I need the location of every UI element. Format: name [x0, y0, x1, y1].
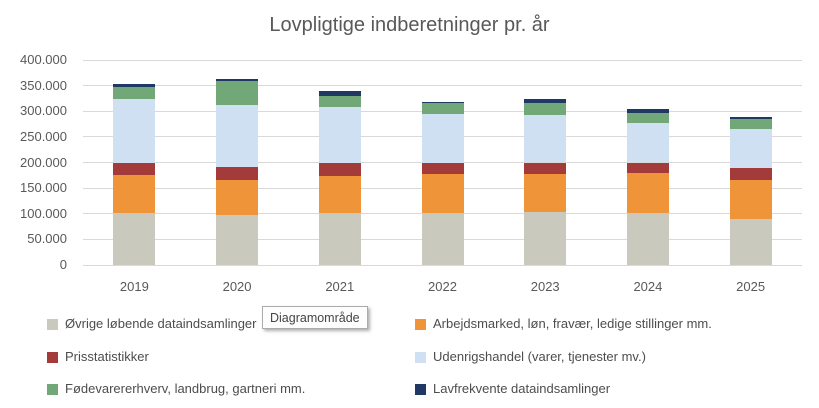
legend-label: Øvrige løbende dataindsamlinger	[65, 316, 257, 331]
legend-label: Fødevarererhverv, landbrug, gartneri mm.	[65, 381, 306, 396]
bar-segment-2025-series-0[interactable]	[729, 219, 772, 265]
y-tick-label: 400.000	[20, 52, 67, 67]
legend-label: Udenrigshandel (varer, tjenester mv.)	[433, 349, 646, 364]
bar-segment-2023-series-5[interactable]	[524, 98, 567, 103]
bar-segment-2025-series-1[interactable]	[729, 179, 772, 220]
legend-swatch-icon	[415, 351, 426, 363]
x-tick-label-2024: 2024	[633, 279, 663, 294]
bar-segment-2025-series-5[interactable]	[729, 116, 772, 120]
x-tick-label-2019: 2019	[119, 279, 149, 294]
bar-segment-2020-series-1[interactable]	[216, 179, 259, 215]
legend-swatch-icon	[47, 318, 58, 330]
bar-segment-2024-series-2[interactable]	[626, 162, 669, 173]
bar-segment-2022-series-2[interactable]	[421, 163, 464, 175]
legend-item-4[interactable]: Fødevarererhverv, landbrug, gartneri mm.	[47, 380, 305, 398]
bar-segment-2023-series-1[interactable]	[524, 174, 567, 213]
bar-segment-2024-series-3[interactable]	[626, 123, 669, 163]
bar-segment-2019-series-3[interactable]	[113, 98, 156, 163]
bar-segment-2019-series-0[interactable]	[113, 212, 156, 265]
y-tick-label: 0	[59, 257, 67, 272]
legend-swatch-icon	[415, 318, 426, 330]
bar-segment-2023-series-2[interactable]	[524, 162, 567, 175]
legend-swatch-icon	[47, 383, 58, 395]
y-tick-label: 300.000	[20, 103, 67, 119]
bar-segment-2020-series-4[interactable]	[216, 81, 259, 106]
bar-segment-2022-series-0[interactable]	[421, 212, 464, 265]
bar-segment-2020-series-2[interactable]	[216, 166, 259, 180]
chart-title: Lovpligtige indberetninger pr. år	[269, 14, 550, 36]
bar-segment-2022-series-1[interactable]	[421, 174, 464, 213]
bar-segment-2019-series-4[interactable]	[113, 87, 156, 99]
y-tick-label: 350.000	[20, 77, 67, 93]
legend-label: Prisstatistikker	[65, 349, 149, 364]
legend-item-3[interactable]: Udenrigshandel (varer, tjenester mv.)	[415, 348, 646, 366]
bar-segment-2019-series-1[interactable]	[113, 175, 156, 213]
bar-segment-2024-series-5[interactable]	[626, 109, 669, 113]
bar-segment-2020-series-0[interactable]	[216, 214, 259, 265]
legend-swatch-icon	[47, 351, 58, 363]
x-tick-label-2023: 2023	[530, 279, 560, 294]
legend-label: Lavfrekvente dataindsamlinger	[433, 381, 611, 396]
y-tick-label: 250.000	[20, 128, 67, 144]
bar-segment-2024-series-1[interactable]	[626, 172, 669, 213]
legend-item-0[interactable]: Øvrige løbende dataindsamlinger	[47, 315, 257, 333]
bar-segment-2025-series-4[interactable]	[729, 119, 772, 130]
bar-segment-2025-series-3[interactable]	[729, 129, 772, 169]
legend-label: Arbejdsmarked, løn, fravær, ledige still…	[433, 316, 712, 331]
bar-segment-2021-series-2[interactable]	[318, 163, 361, 176]
bar-segment-2023-series-3[interactable]	[524, 114, 567, 163]
bar-segment-2025-series-2[interactable]	[729, 168, 772, 180]
gridline	[83, 264, 802, 266]
legend-item-1[interactable]: Arbejdsmarked, løn, fravær, ledige still…	[415, 315, 712, 333]
bar-segment-2019-series-5[interactable]	[113, 83, 156, 88]
chart-area-tooltip: Diagramområde	[262, 306, 368, 329]
bar-segment-2024-series-0[interactable]	[626, 212, 669, 265]
bar-segment-2020-series-5[interactable]	[216, 78, 259, 81]
x-tick-label-2025: 2025	[736, 279, 766, 294]
bar-segment-2021-series-5[interactable]	[318, 90, 361, 96]
bar-segment-2021-series-0[interactable]	[318, 213, 361, 265]
bar-segment-2020-series-3[interactable]	[216, 105, 259, 167]
bar-segment-2023-series-4[interactable]	[524, 102, 567, 115]
gridline	[83, 85, 802, 87]
bar-segment-2019-series-2[interactable]	[113, 163, 156, 176]
gridline	[83, 59, 802, 61]
x-tick-label-2021: 2021	[325, 279, 355, 294]
legend-swatch-icon	[415, 383, 426, 395]
bar-segment-2021-series-1[interactable]	[318, 175, 361, 214]
bar-segment-2021-series-3[interactable]	[318, 106, 361, 163]
bar-segment-2021-series-4[interactable]	[318, 95, 361, 107]
x-tick-label-2020: 2020	[222, 279, 252, 294]
bar-segment-2022-series-5[interactable]	[421, 101, 464, 104]
y-tick-label: 100.000	[20, 205, 67, 221]
y-tick-label: 50.000	[27, 231, 67, 247]
x-tick-label-2022: 2022	[428, 279, 457, 294]
bar-segment-2022-series-3[interactable]	[421, 113, 464, 163]
bar-segment-2024-series-4[interactable]	[626, 112, 669, 124]
y-tick-label: 150.000	[20, 180, 67, 196]
legend-item-2[interactable]: Prisstatistikker	[47, 348, 149, 366]
bar-segment-2023-series-0[interactable]	[524, 212, 567, 265]
y-tick-label: 200.000	[20, 154, 67, 170]
bar-segment-2022-series-4[interactable]	[421, 103, 464, 114]
legend-item-5[interactable]: Lavfrekvente dataindsamlinger	[415, 380, 610, 398]
